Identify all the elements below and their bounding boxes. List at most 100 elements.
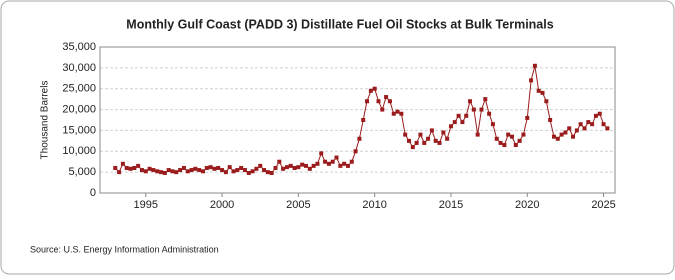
y-axis-label: Thousand Barrels (40, 81, 51, 160)
data-point (479, 107, 484, 112)
data-point (563, 130, 568, 135)
data-point (208, 165, 213, 170)
data-point (349, 159, 354, 164)
data-point (571, 134, 576, 139)
data-point (422, 140, 427, 145)
chart-title: Monthly Gulf Coast (PADD 3) Distillate F… (126, 17, 553, 31)
y-tick-label: 35,000 (62, 41, 96, 53)
data-point (555, 136, 560, 141)
y-tick-label: 20,000 (62, 103, 96, 115)
data-point (521, 132, 526, 137)
x-tick-label: 1995 (134, 199, 158, 211)
data-point (532, 63, 537, 68)
x-tick-label: 2015 (439, 199, 463, 211)
data-point (216, 165, 221, 170)
data-point (311, 163, 316, 168)
data-point (319, 151, 324, 156)
data-point (235, 168, 240, 173)
data-point (429, 128, 434, 133)
data-point (475, 132, 480, 137)
data-point (147, 166, 152, 171)
data-point (593, 113, 598, 118)
data-point (559, 132, 564, 137)
data-point (525, 115, 530, 120)
data-point (433, 138, 438, 143)
data-point (250, 169, 255, 174)
data-point (159, 170, 164, 175)
data-point (124, 165, 129, 170)
data-point (155, 169, 160, 174)
y-tick-label: 30,000 (62, 62, 96, 74)
data-point (220, 168, 225, 173)
data-point (170, 169, 175, 174)
data-point (353, 149, 358, 154)
data-point (494, 136, 499, 141)
data-point (426, 136, 431, 141)
data-point (540, 90, 545, 95)
data-point (399, 111, 404, 116)
data-point (201, 169, 205, 174)
data-point (246, 170, 251, 175)
y-tick-label: 15,000 (62, 124, 96, 136)
x-tick-label: 2005 (286, 199, 310, 211)
data-point (368, 88, 373, 93)
data-point (212, 166, 217, 171)
data-point (437, 140, 442, 145)
plot-border (99, 46, 616, 194)
data-point (113, 165, 118, 170)
data-point (384, 95, 389, 100)
data-point (193, 166, 198, 171)
data-point (506, 132, 511, 137)
data-point (502, 143, 507, 148)
data-point (136, 163, 141, 168)
data-point (304, 163, 308, 168)
data-point (307, 166, 312, 171)
data-point (357, 136, 362, 141)
data-point (410, 145, 415, 150)
data-point (162, 170, 167, 175)
data-point (227, 165, 232, 170)
data-point (117, 170, 122, 175)
data-point (185, 169, 190, 174)
data-point (460, 120, 465, 125)
data-point (490, 122, 495, 127)
data-point (441, 130, 446, 135)
data-point (338, 163, 343, 168)
data-point (273, 165, 278, 170)
data-point (597, 111, 602, 116)
data-point (445, 136, 450, 141)
data-point (468, 99, 473, 104)
data-point (269, 170, 274, 175)
data-point (407, 138, 411, 143)
data-point (254, 166, 259, 171)
data-point (315, 161, 320, 166)
data-point (281, 166, 286, 171)
y-tick-label: 25,000 (62, 83, 96, 95)
data-point (582, 126, 587, 131)
data-point (574, 128, 579, 133)
data-point (471, 107, 476, 112)
data-point (551, 134, 556, 139)
data-point (395, 109, 400, 114)
data-point (197, 168, 202, 173)
source: Source: U.S. Energy Information Administ… (30, 244, 219, 254)
data-point (174, 170, 179, 175)
data-point (288, 163, 293, 168)
data-point (277, 159, 282, 164)
data-point (548, 118, 553, 122)
data-point (567, 126, 572, 131)
y-tick-label: 5,000 (68, 166, 96, 178)
data-point (391, 111, 396, 116)
data-point (601, 122, 606, 127)
data-point (605, 126, 610, 131)
data-point (204, 165, 209, 170)
data-point (239, 165, 244, 170)
data-point (483, 97, 488, 102)
data-point (498, 140, 503, 145)
data-point (544, 99, 549, 104)
data-point (231, 169, 236, 174)
data-point (296, 165, 301, 170)
data-point (372, 86, 377, 91)
data-point (361, 118, 366, 122)
